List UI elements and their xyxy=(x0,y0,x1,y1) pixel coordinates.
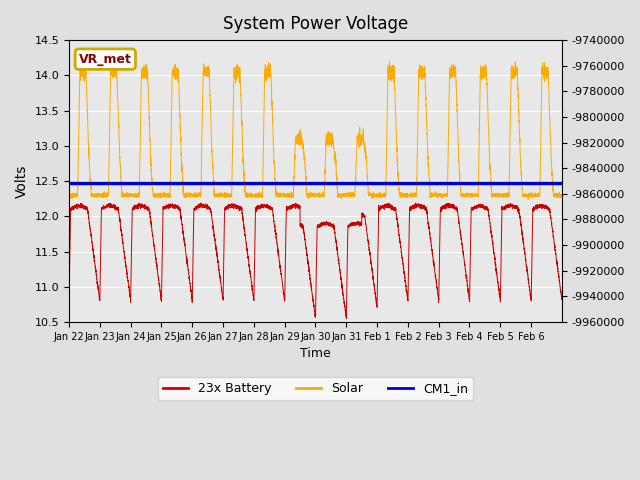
CM1_in xyxy=(65,180,73,186)
CM1_in xyxy=(96,180,104,186)
Text: VR_met: VR_met xyxy=(79,53,132,66)
Solar xyxy=(487,183,495,189)
Solar xyxy=(360,142,367,147)
Solar xyxy=(65,192,73,197)
Solar xyxy=(386,59,394,64)
23x Battery xyxy=(488,230,495,236)
Y-axis label: Volts: Volts xyxy=(15,164,29,198)
23x Battery xyxy=(167,202,175,207)
Solar xyxy=(475,174,483,180)
Legend: 23x Battery, Solar, CM1_in: 23x Battery, Solar, CM1_in xyxy=(157,377,473,400)
23x Battery xyxy=(360,213,367,219)
Solar xyxy=(333,185,341,191)
23x Battery xyxy=(333,247,341,252)
Solar xyxy=(524,196,532,202)
Line: Solar: Solar xyxy=(69,61,562,199)
X-axis label: Time: Time xyxy=(300,347,331,360)
Solar xyxy=(558,193,566,199)
23x Battery xyxy=(451,203,458,208)
Title: System Power Voltage: System Power Voltage xyxy=(223,15,408,33)
Solar xyxy=(167,126,175,132)
23x Battery xyxy=(475,202,483,207)
Solar xyxy=(451,67,458,72)
Line: 23x Battery: 23x Battery xyxy=(69,203,562,319)
23x Battery xyxy=(412,200,420,206)
23x Battery xyxy=(342,316,350,322)
23x Battery xyxy=(558,297,566,302)
23x Battery xyxy=(65,298,73,303)
